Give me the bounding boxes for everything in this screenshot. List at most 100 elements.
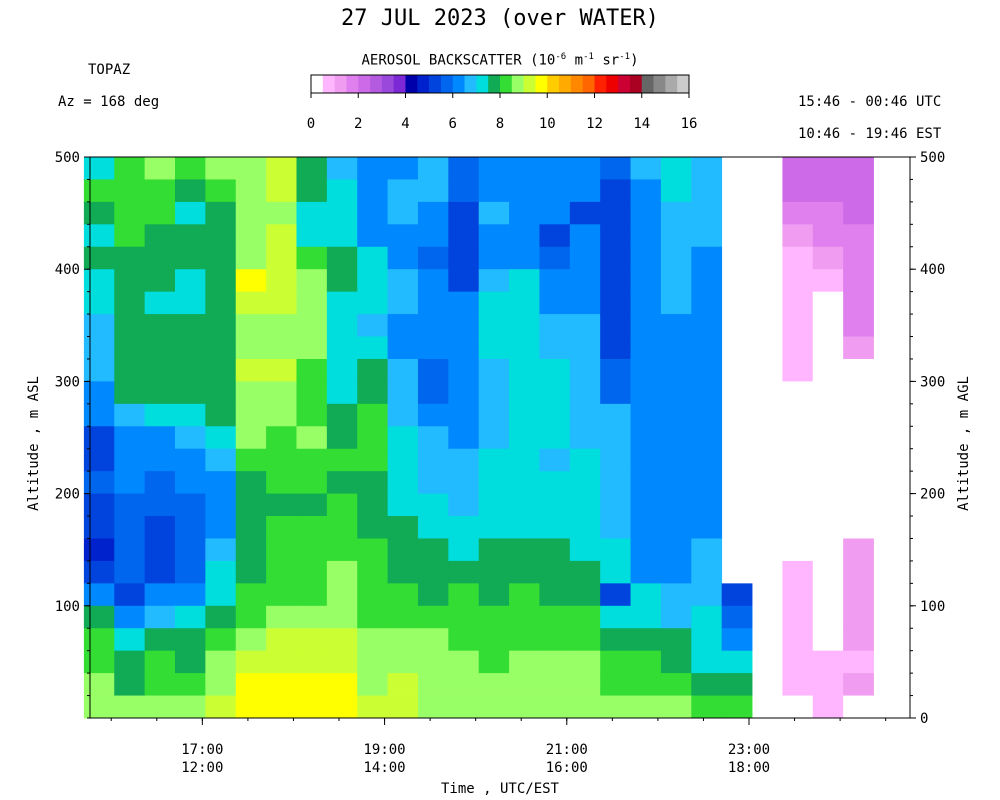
colorbar-swatch [405,75,418,93]
heatmap-cell [539,493,571,517]
heatmap-cell [175,516,206,539]
heatmap-cell [205,246,237,270]
colorbar-swatch [570,75,583,93]
heatmap-cell [660,650,692,674]
heatmap-cell [235,493,267,517]
colorbar-title-suffix: ) [630,52,639,69]
heatmap-cell [812,628,844,652]
heatmap-cell [387,471,419,494]
heatmap-cell [357,358,389,382]
heatmap-cell [782,179,814,203]
heatmap-cell [235,336,267,360]
heatmap-cell [600,650,631,674]
heatmap-cell [175,583,206,607]
heatmap-cell [782,314,814,337]
y-tick-label-left: 400 [55,262,80,278]
heatmap-cell [509,628,540,652]
heatmap-cell [843,157,874,180]
heatmap-cell [509,336,540,360]
heatmap-cell [144,314,176,337]
heatmap-cell [478,201,510,225]
heatmap-cell [600,426,631,450]
heatmap-cell [387,291,419,315]
heatmap-cell [448,381,480,405]
heatmap-cell [630,246,662,270]
heatmap-cell [387,426,419,450]
heatmap-cell [691,493,723,517]
heatmap-cell [478,224,510,248]
heatmap-cell [691,336,723,360]
heatmap-cell [326,493,358,517]
x-tick-label-est: 14:00 [363,760,405,776]
heatmap-cell [296,650,328,674]
heatmap-cell [660,426,692,450]
heatmap-cell [83,403,115,427]
heatmap-cell [478,538,510,562]
heatmap-cell [205,560,237,584]
heatmap-cell [296,583,328,607]
heatmap-cell [387,448,419,472]
heatmap-cell [843,224,874,248]
heatmap-cell [205,358,237,382]
heatmap-cell [569,358,601,382]
heatmap-cell [660,673,692,696]
heatmap-cell [114,179,146,203]
heatmap-cell [660,560,692,584]
heatmap-cell [296,516,328,539]
heatmap-cell [478,269,510,293]
heatmap-cell [83,224,115,248]
heatmap-cell [357,605,389,629]
heatmap-cell [600,673,631,696]
colorbar-swatch [618,75,631,93]
heatmap-cell [478,448,510,472]
heatmap-cell [296,471,328,494]
heatmap-cell [509,403,540,427]
heatmap-cell [144,448,176,472]
heatmap-cell [83,583,115,607]
heatmap-cell [660,538,692,562]
heatmap-cell [843,516,874,539]
heatmap-cell [417,201,449,225]
colorbar-swatch [547,75,560,93]
heatmap-cell [721,650,753,674]
heatmap-cell [448,516,480,539]
heatmap-cell [569,538,601,562]
heatmap-cell [83,358,115,382]
heatmap-cell [296,493,328,517]
heatmap-cell [630,650,662,674]
heatmap-cell [326,695,358,719]
heatmap-cell [600,336,631,360]
heatmap-cell [114,426,146,450]
heatmap-cell [478,358,510,382]
heatmap-cell [205,695,237,719]
heatmap-cell [83,157,115,180]
heatmap-cell [691,314,723,337]
heatmap-cell [691,538,723,562]
heatmap-cell [600,291,631,315]
heatmap-cell [296,224,328,248]
heatmap-cell [417,224,449,248]
heatmap-cell [569,246,601,270]
heatmap-cell [296,246,328,270]
heatmap-cell [691,471,723,494]
heatmap-cell [144,605,176,629]
heatmap-cell [266,560,297,584]
heatmap-cell [205,157,237,180]
heatmap-cell [478,314,510,337]
heatmap-cell [812,673,844,696]
heatmap-cell [569,291,601,315]
heatmap-cell [205,314,237,337]
azimuth-label: Az = 168 deg [58,94,160,110]
heatmap-cell [296,673,328,696]
time-range-utc: 15:46 - 00:46 UTC [798,94,942,110]
heatmap-cell [114,493,146,517]
heatmap-cell [235,291,267,315]
heatmap-cell [509,538,540,562]
heatmap-cell [326,314,358,337]
heatmap-cell [509,201,540,225]
heatmap-cell [266,269,297,293]
heatmap-cell [660,583,692,607]
heatmap-cell [417,269,449,293]
heatmap-cell [509,314,540,337]
heatmap-cell [843,628,874,652]
